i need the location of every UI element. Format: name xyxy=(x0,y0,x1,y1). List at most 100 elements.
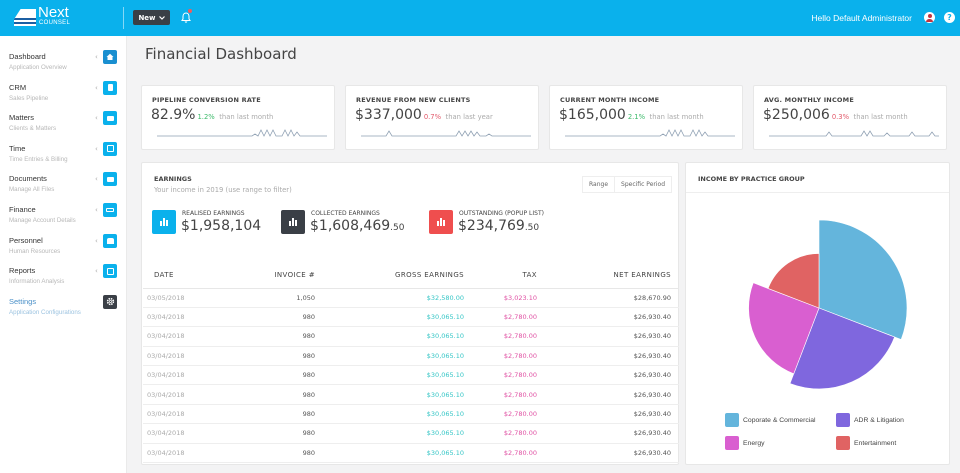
table-row[interactable]: 03/04/2018 980 $30,065.10 $2,780.00 $26,930.… xyxy=(143,365,679,386)
range-button[interactable]: Range xyxy=(583,177,616,192)
stat-value: $1,958,104 xyxy=(181,218,262,234)
chevron-left-icon[interactable]: ‹ xyxy=(95,267,98,276)
clock-icon xyxy=(103,141,117,156)
chart-slice-entertainment[interactable] xyxy=(767,253,820,309)
sidebar-item-title: Time xyxy=(9,143,26,153)
briefcase-icon xyxy=(103,111,117,126)
chart-slice-energy[interactable] xyxy=(748,282,820,375)
sparkline xyxy=(565,129,735,137)
cell-net: $26,930.40 xyxy=(545,423,679,444)
table-row[interactable]: 03/04/2018 980 $30,065.10 $2,780.00 $26,930.… xyxy=(143,326,679,347)
folder-icon xyxy=(103,172,117,187)
chevron-left-icon[interactable]: ‹ xyxy=(95,175,98,184)
user-icon[interactable] xyxy=(924,12,935,23)
bell-icon[interactable] xyxy=(180,11,192,24)
cell-net: $28,670.90 xyxy=(545,288,679,308)
gear-icon xyxy=(103,294,117,309)
sidebar-item-dashboard[interactable]: Dashboard Application Overview ‹ xyxy=(9,46,121,76)
cell-tax: $2,780.00 xyxy=(472,443,545,464)
legend-item[interactable]: ADR & Litigation xyxy=(836,413,904,427)
legend-item[interactable]: Energy xyxy=(725,436,765,450)
table-row[interactable]: 03/04/2018 980 $30,065.10 $2,780.00 $26,930.… xyxy=(143,384,679,405)
income-chart-title: INCOME BY PRACTICE GROUP xyxy=(698,175,805,183)
legend-item[interactable]: Entertainment xyxy=(836,436,896,450)
cell-net: $26,930.40 xyxy=(545,326,679,347)
column-header-tax[interactable]: TAX xyxy=(472,263,545,289)
earnings-card: EARNINGS Your income in 2019 (use range … xyxy=(141,162,679,465)
kpi-value: $250,006 xyxy=(763,107,830,123)
sidebar-item-matters[interactable]: Matters Clients & Matters ‹ xyxy=(9,107,121,137)
sidebar-item-title: Documents xyxy=(9,174,47,184)
sidebar-item-subtitle: Sales Pipeline xyxy=(9,94,49,102)
legend-swatch xyxy=(836,436,850,450)
column-header-date[interactable]: DATE xyxy=(143,263,231,289)
cell-gross: $30,065.10 xyxy=(323,365,472,386)
chevron-left-icon[interactable]: ‹ xyxy=(95,114,98,123)
cell-gross: $30,065.10 xyxy=(323,346,472,367)
kpi-label: PIPELINE CONVERSION RATE xyxy=(152,96,261,104)
earnings-subtitle: Your income in 2019 (use range to filter… xyxy=(154,186,292,194)
kpi-value: $337,000 xyxy=(355,107,422,123)
cell-gross: $30,065.10 xyxy=(323,326,472,347)
kpi-card-avg-monthly: AVG. MONTHLY INCOME $250,006 0.3% than la… xyxy=(753,85,947,150)
chevron-left-icon[interactable]: ‹ xyxy=(95,83,98,92)
logo[interactable]: Next COUNSEL xyxy=(14,4,74,29)
kpi-label: AVG. MONTHLY INCOME xyxy=(764,96,854,104)
table-row[interactable]: 03/04/2018 980 $30,065.10 $2,780.00 $26,930.… xyxy=(143,404,679,425)
sparkline xyxy=(157,129,327,137)
sidebar-item-subtitle: Application Overview xyxy=(9,64,67,71)
stat-cents: .50 xyxy=(524,223,540,233)
column-header-net[interactable]: NET EARNINGS xyxy=(545,263,679,289)
chart-slice-coporate-commercial[interactable] xyxy=(818,219,908,340)
legend-label: Energy xyxy=(743,439,765,447)
sidebar-item-settings[interactable]: Settings Application Configurations xyxy=(9,291,121,321)
people-icon xyxy=(103,233,117,248)
kpi-value: 82.9% xyxy=(151,107,196,123)
income-by-practice-card: INCOME BY PRACTICE GROUP Coporate & Comm… xyxy=(685,162,950,465)
chevron-left-icon[interactable]: ‹ xyxy=(95,236,98,245)
divider xyxy=(123,7,124,29)
specific-period-button[interactable]: Specific Period xyxy=(621,181,665,188)
sidebar-item-subtitle: Clients & Matters xyxy=(9,125,57,133)
column-header-invoice[interactable]: INVOICE # xyxy=(231,263,323,289)
kpi-note: than last month xyxy=(649,113,704,121)
sidebar-item-finance[interactable]: Finance Manage Account Details ‹ xyxy=(9,199,121,229)
legend-item[interactable]: Coporate & Commercial xyxy=(725,413,816,427)
sidebar-item-title: Reports xyxy=(9,266,36,276)
sidebar-item-personnel[interactable]: Personnel Human Resources ‹ xyxy=(9,230,121,260)
table-row[interactable]: 03/04/2018 980 $30,065.10 $2,780.00 $26,930.… xyxy=(143,423,679,444)
income-polar-chart xyxy=(748,219,908,390)
legend-label: ADR & Litigation xyxy=(854,416,904,424)
sidebar-item-title: Finance xyxy=(9,205,36,214)
chevron-left-icon[interactable]: ‹ xyxy=(95,144,98,153)
table-row[interactable]: 03/04/2018 980 $30,065.10 $2,780.00 $26,930.… xyxy=(143,443,679,464)
table-row[interactable]: 03/04/2018 980 $30,065.10 $2,780.00 $26,930.… xyxy=(143,346,679,367)
bar-chart-icon xyxy=(152,210,176,234)
sidebar-item-documents[interactable]: Documents Manage All Files ‹ xyxy=(9,168,121,198)
chevron-left-icon[interactable]: ‹ xyxy=(95,206,98,214)
table-row[interactable]: 03/05/2018 1,050 $32,580.00 $3,023.10 $28,67… xyxy=(143,288,679,308)
page-title: Financial Dashboard xyxy=(145,45,297,63)
cell-gross: $30,065.10 xyxy=(323,443,472,464)
sidebar-item-title: Personnel xyxy=(9,235,43,245)
column-header-gross[interactable]: GROSS EARNINGS xyxy=(323,263,472,289)
cell-invoice: 980 xyxy=(231,307,323,328)
sidebar-item-crm[interactable]: CRM Sales Pipeline ‹ xyxy=(9,77,121,107)
chevron-left-icon[interactable]: ‹ xyxy=(95,53,98,61)
chart-slice-adr-litigation[interactable] xyxy=(789,307,895,390)
new-button[interactable]: New xyxy=(133,10,170,25)
cell-tax: $2,780.00 xyxy=(472,326,545,347)
sidebar-item-time[interactable]: Time Time Entries & Billing ‹ xyxy=(9,138,121,168)
cell-tax: $3,023.10 xyxy=(472,288,545,308)
cell-invoice: 980 xyxy=(231,346,323,367)
legend-label: Coporate & Commercial xyxy=(743,416,816,424)
sidebar-item-subtitle: Information Analysis xyxy=(9,278,65,286)
new-button-label: New xyxy=(138,13,156,22)
help-icon[interactable]: ? xyxy=(944,12,955,23)
greeting[interactable]: Hello Default Administrator xyxy=(811,13,912,23)
cell-gross: $30,065.10 xyxy=(323,307,472,328)
table-row[interactable]: 03/04/2018 980 $30,065.10 $2,780.00 $26,930.… xyxy=(143,307,679,328)
top-bar: Next COUNSEL New Hello Default Administr… xyxy=(0,0,960,36)
cell-invoice: 1,050 xyxy=(231,288,323,308)
sidebar-item-reports[interactable]: Reports Information Analysis ‹ xyxy=(9,260,121,290)
